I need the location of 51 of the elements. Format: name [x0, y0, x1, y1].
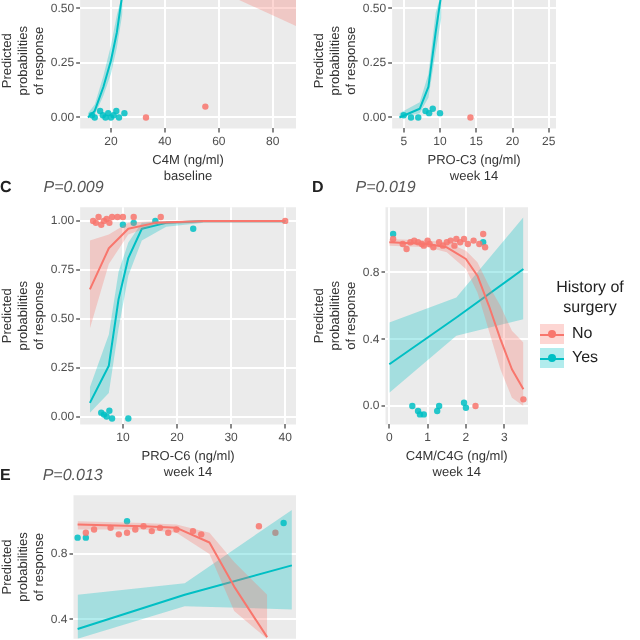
point — [132, 526, 139, 533]
point — [472, 402, 479, 410]
point — [106, 407, 113, 414]
point — [520, 396, 527, 403]
chart-title: C — [0, 178, 12, 196]
point — [108, 213, 116, 221]
point — [115, 531, 123, 538]
point — [464, 240, 472, 248]
text: P=0.019 — [355, 178, 416, 196]
point — [190, 225, 197, 232]
point — [389, 235, 397, 243]
point — [130, 219, 137, 227]
legend-label: No — [572, 324, 593, 344]
point — [481, 244, 489, 251]
point — [451, 242, 458, 249]
point — [148, 527, 155, 535]
legend-title: History of surgery — [554, 278, 626, 318]
text: P=0.009 — [43, 178, 104, 196]
point — [95, 213, 102, 221]
point — [403, 245, 410, 253]
point — [470, 237, 477, 244]
point — [189, 527, 197, 535]
point — [108, 415, 116, 422]
point — [460, 235, 468, 243]
point — [462, 404, 470, 411]
point — [119, 213, 127, 221]
point — [125, 415, 132, 422]
point — [90, 526, 98, 533]
text: P=0.013 — [42, 466, 103, 484]
point — [255, 523, 263, 530]
point — [119, 221, 127, 229]
point — [435, 402, 443, 410]
point — [74, 534, 81, 541]
point — [114, 213, 121, 221]
point — [280, 519, 287, 527]
point — [434, 407, 441, 415]
point — [123, 518, 131, 525]
point — [165, 529, 172, 536]
point — [409, 402, 416, 410]
point — [157, 213, 164, 221]
chart-title: E — [0, 466, 11, 484]
point — [272, 529, 279, 536]
point — [460, 399, 468, 406]
point — [198, 531, 205, 538]
legend-label: Yes — [572, 348, 599, 368]
point — [130, 213, 137, 221]
point — [389, 230, 397, 238]
point — [123, 529, 131, 536]
point — [479, 230, 487, 238]
chart-title: D — [312, 178, 324, 196]
point — [82, 529, 90, 536]
